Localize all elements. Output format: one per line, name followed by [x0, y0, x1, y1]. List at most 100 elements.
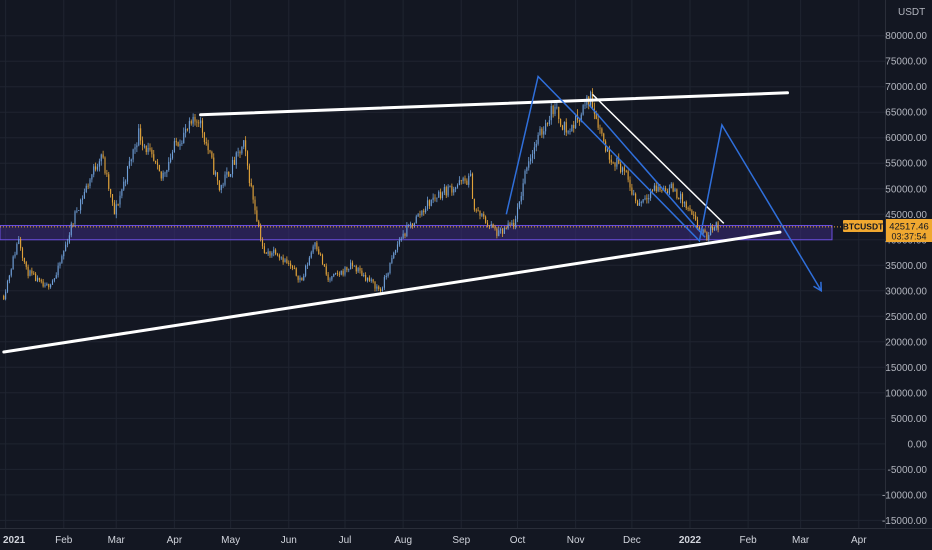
candle-body [104, 157, 106, 174]
quote-currency-label[interactable]: USDT [898, 7, 925, 18]
y-tick-label: 35000.00 [885, 261, 927, 272]
candle-body [3, 295, 5, 300]
candle-body [477, 210, 479, 212]
x-tick-label: 2021 [3, 535, 26, 546]
candle-body [466, 180, 468, 185]
candle-body [650, 190, 652, 199]
candle-body [173, 141, 175, 153]
upper-trendline[interactable] [199, 91, 789, 117]
candle-body [460, 180, 462, 182]
candle-body [603, 133, 605, 142]
candle-body [526, 167, 528, 172]
candle-body [46, 283, 48, 286]
candle-body [391, 258, 393, 263]
candle-body [552, 106, 554, 114]
candle-body [80, 199, 82, 211]
projection-wave[interactable] [505, 74, 822, 292]
candle-body [166, 169, 168, 173]
last-price-badge[interactable]: 42517.46 03:37:54 [886, 219, 932, 242]
candle-body [98, 161, 100, 167]
candle-body [408, 225, 410, 227]
candle-body [160, 171, 162, 179]
candle-body [522, 183, 524, 197]
candle-body [363, 275, 365, 276]
candle-body [475, 209, 477, 211]
candle-body [370, 279, 372, 281]
candle-body [284, 259, 286, 263]
channel-lower-line[interactable] [588, 104, 706, 238]
candle-body [350, 262, 352, 270]
candle-body [455, 187, 457, 190]
candle-body [616, 157, 618, 167]
candle-body [614, 162, 616, 167]
candle-body [151, 149, 153, 155]
candle-body [717, 222, 719, 230]
candle-body [396, 244, 399, 250]
candle-body [85, 185, 87, 192]
x-tick-label: Feb [55, 535, 73, 546]
candle-body [177, 142, 179, 147]
candle-body [66, 242, 69, 245]
candle-body [95, 166, 97, 170]
time-axis[interactable]: 2021 Feb Mar Apr May Jun Jul Aug Sep Oct Nov Dec 202… [3, 535, 867, 546]
candle-body [196, 121, 198, 123]
candle-body [524, 171, 526, 184]
candle-body [683, 202, 685, 204]
candle-body [601, 128, 603, 134]
grid [0, 0, 885, 528]
symbol-badge[interactable]: BTCUSDT [843, 220, 884, 232]
candle-body [76, 210, 78, 212]
candle-body [235, 152, 237, 165]
candle-body [72, 223, 74, 225]
candle-body [696, 219, 699, 228]
candle-body [381, 287, 384, 292]
candle-body [711, 226, 714, 231]
candle-body [413, 223, 415, 226]
candle-body [224, 174, 226, 185]
candle-body [385, 275, 387, 278]
candle-body [509, 223, 511, 225]
candle-body [335, 272, 337, 275]
candle-body [96, 166, 99, 170]
candle-body [560, 119, 562, 126]
candle-body [528, 161, 530, 168]
candle-body [456, 185, 459, 188]
candle-body [220, 184, 222, 190]
candle-body [657, 186, 659, 192]
candle-body [648, 198, 650, 200]
descending-trendline[interactable] [591, 93, 725, 224]
candle-body [359, 268, 361, 271]
candle-body [483, 214, 485, 217]
candle-body [473, 198, 475, 210]
x-tick-label: Apr [851, 535, 867, 546]
candle-body [186, 128, 189, 130]
candle-body [35, 273, 37, 282]
candle-body [503, 228, 505, 234]
candle-body [121, 189, 123, 196]
lower-trendline[interactable] [2, 230, 782, 354]
candle-body [651, 190, 654, 192]
candle-body [342, 270, 344, 275]
candle-body [74, 211, 76, 224]
candle-body [106, 173, 108, 175]
candle-body [215, 172, 217, 175]
candle-body [198, 122, 200, 124]
candle-body [558, 106, 560, 120]
candle-body [194, 116, 196, 122]
candle-body [231, 159, 234, 175]
candle-body [695, 215, 697, 220]
y-tick-label: 80000.00 [885, 31, 927, 42]
candle-body [325, 266, 327, 275]
candle-body [282, 257, 284, 263]
candle-body [6, 281, 9, 292]
candle-body [175, 141, 177, 143]
candle-body [263, 246, 265, 253]
candle-body [387, 273, 389, 276]
candle-body [486, 222, 489, 226]
candle-body [631, 187, 633, 195]
candle-body [117, 204, 119, 206]
candle-body [468, 175, 470, 185]
candle-body [623, 167, 625, 171]
candle-body [18, 239, 20, 245]
